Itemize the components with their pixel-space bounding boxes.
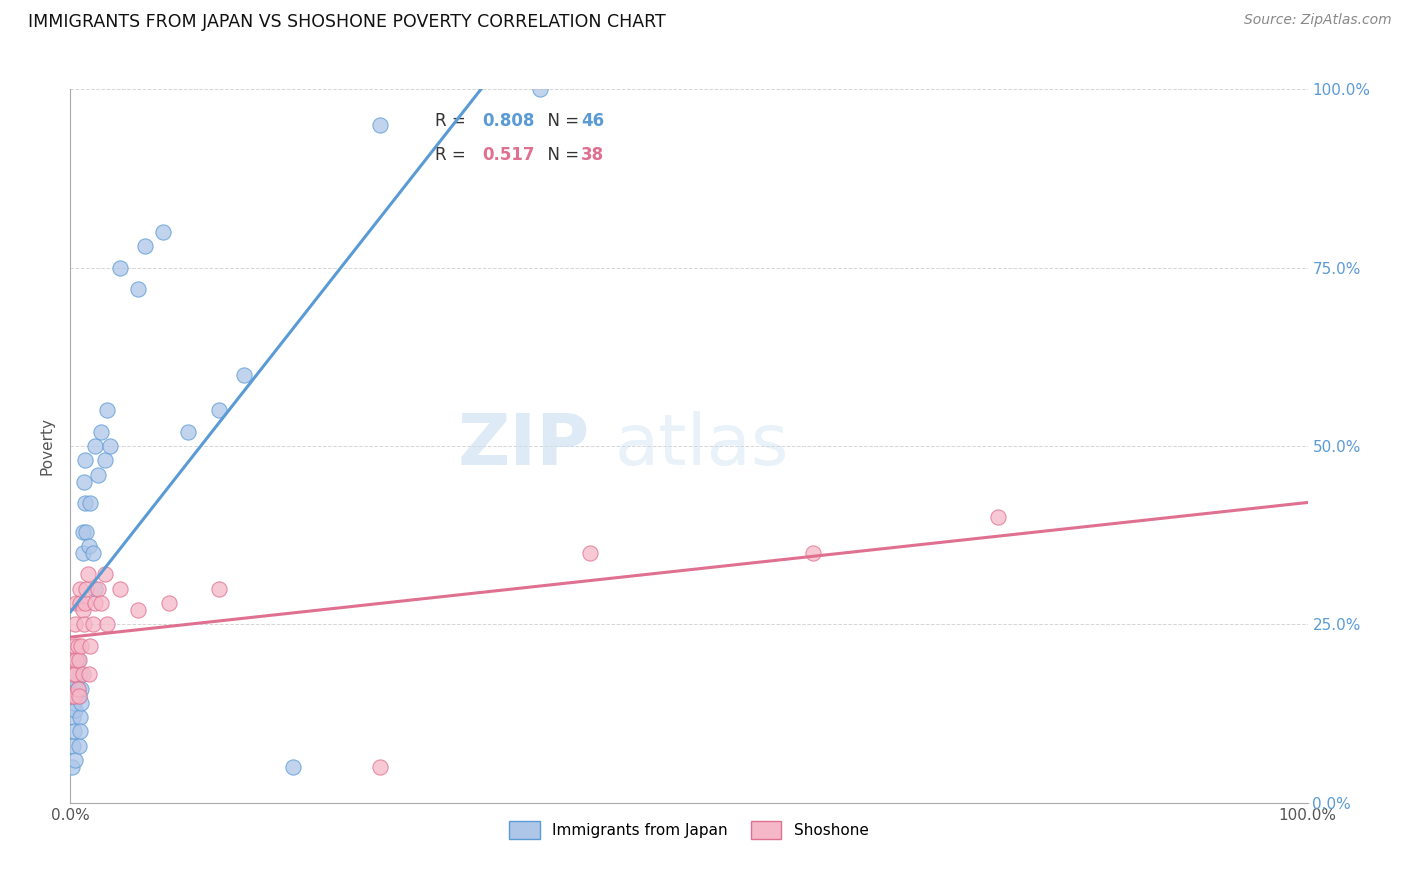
Point (208, 582, 231, 596)
Point (86, 582, 108, 596)
Point (75, 524, 97, 539)
Point (65, 703, 87, 717)
Text: ZIP: ZIP (458, 411, 591, 481)
Point (73, 475, 96, 489)
Point (65, 617, 87, 632)
Point (62, 710, 84, 724)
Point (67, 739, 90, 753)
Point (77, 539, 100, 553)
Point (75, 596, 97, 610)
Text: 46: 46 (581, 112, 605, 130)
Point (73, 617, 96, 632)
Text: IMMIGRANTS FROM JAPAN VS SHOSHONE POVERTY CORRELATION CHART: IMMIGRANTS FROM JAPAN VS SHOSHONE POVERT… (28, 13, 666, 31)
Point (69, 724, 91, 739)
Point (67, 653, 90, 667)
Point (67, 689, 90, 703)
Point (127, 603, 149, 617)
Point (157, 596, 180, 610)
Point (579, 546, 602, 560)
Point (96, 617, 118, 632)
Point (62, 653, 84, 667)
Point (72, 667, 94, 681)
Point (84, 439, 107, 453)
Point (127, 282, 149, 296)
Point (65, 667, 87, 681)
Point (63, 689, 86, 703)
Point (177, 425, 200, 439)
Point (65, 667, 87, 681)
Text: atlas: atlas (614, 411, 789, 481)
Point (65, 753, 87, 767)
Point (76, 567, 98, 582)
Point (70, 681, 93, 696)
Point (84, 596, 107, 610)
Point (69, 710, 91, 724)
Point (98, 439, 121, 453)
Point (62, 667, 84, 681)
Point (70, 696, 93, 710)
Point (67, 689, 90, 703)
Point (208, 403, 231, 417)
Point (75, 496, 97, 510)
Point (60, 689, 83, 703)
Point (60, 760, 83, 774)
Point (69, 596, 91, 610)
Point (66, 653, 89, 667)
Point (66, 681, 89, 696)
Point (65, 653, 87, 667)
Point (75, 582, 97, 596)
Point (84, 582, 107, 596)
Point (96, 403, 118, 417)
Point (281, 760, 304, 774)
Point (66, 681, 89, 696)
Point (66, 639, 89, 653)
Point (65, 674, 87, 689)
Point (82, 617, 104, 632)
Point (801, 546, 824, 560)
Point (368, 118, 391, 132)
Text: R =: R = (436, 112, 471, 130)
Y-axis label: Poverty: Poverty (39, 417, 55, 475)
Point (82, 546, 104, 560)
Point (72, 524, 94, 539)
Point (134, 239, 156, 253)
Point (94, 567, 117, 582)
Point (65, 596, 87, 610)
Legend: Immigrants from Japan, Shoshone: Immigrants from Japan, Shoshone (503, 815, 875, 845)
Text: 0.517: 0.517 (482, 146, 534, 164)
Text: N =: N = (537, 146, 583, 164)
Point (368, 760, 391, 774)
Point (75, 453, 97, 467)
Point (79, 496, 101, 510)
Point (69, 667, 91, 681)
Point (152, 225, 174, 239)
Point (79, 639, 101, 653)
Point (63, 696, 86, 710)
Point (77, 667, 100, 681)
Point (62, 739, 84, 753)
Point (90, 425, 112, 439)
Point (65, 689, 87, 703)
Point (69, 582, 91, 596)
Point (108, 582, 131, 596)
Point (63, 724, 86, 739)
Point (72, 603, 94, 617)
Point (72, 546, 94, 560)
Point (70, 639, 93, 653)
Point (987, 510, 1010, 524)
Point (94, 453, 117, 467)
Point (63, 639, 86, 653)
Text: Source: ZipAtlas.com: Source: ZipAtlas.com (1244, 13, 1392, 28)
Text: 38: 38 (581, 146, 605, 164)
Point (108, 260, 131, 275)
Text: 0.808: 0.808 (482, 112, 534, 130)
Text: N =: N = (537, 112, 583, 130)
Point (63, 681, 86, 696)
Point (529, 82, 551, 96)
Point (232, 368, 254, 382)
Text: R =: R = (436, 146, 471, 164)
Point (90, 596, 112, 610)
Point (86, 467, 108, 482)
